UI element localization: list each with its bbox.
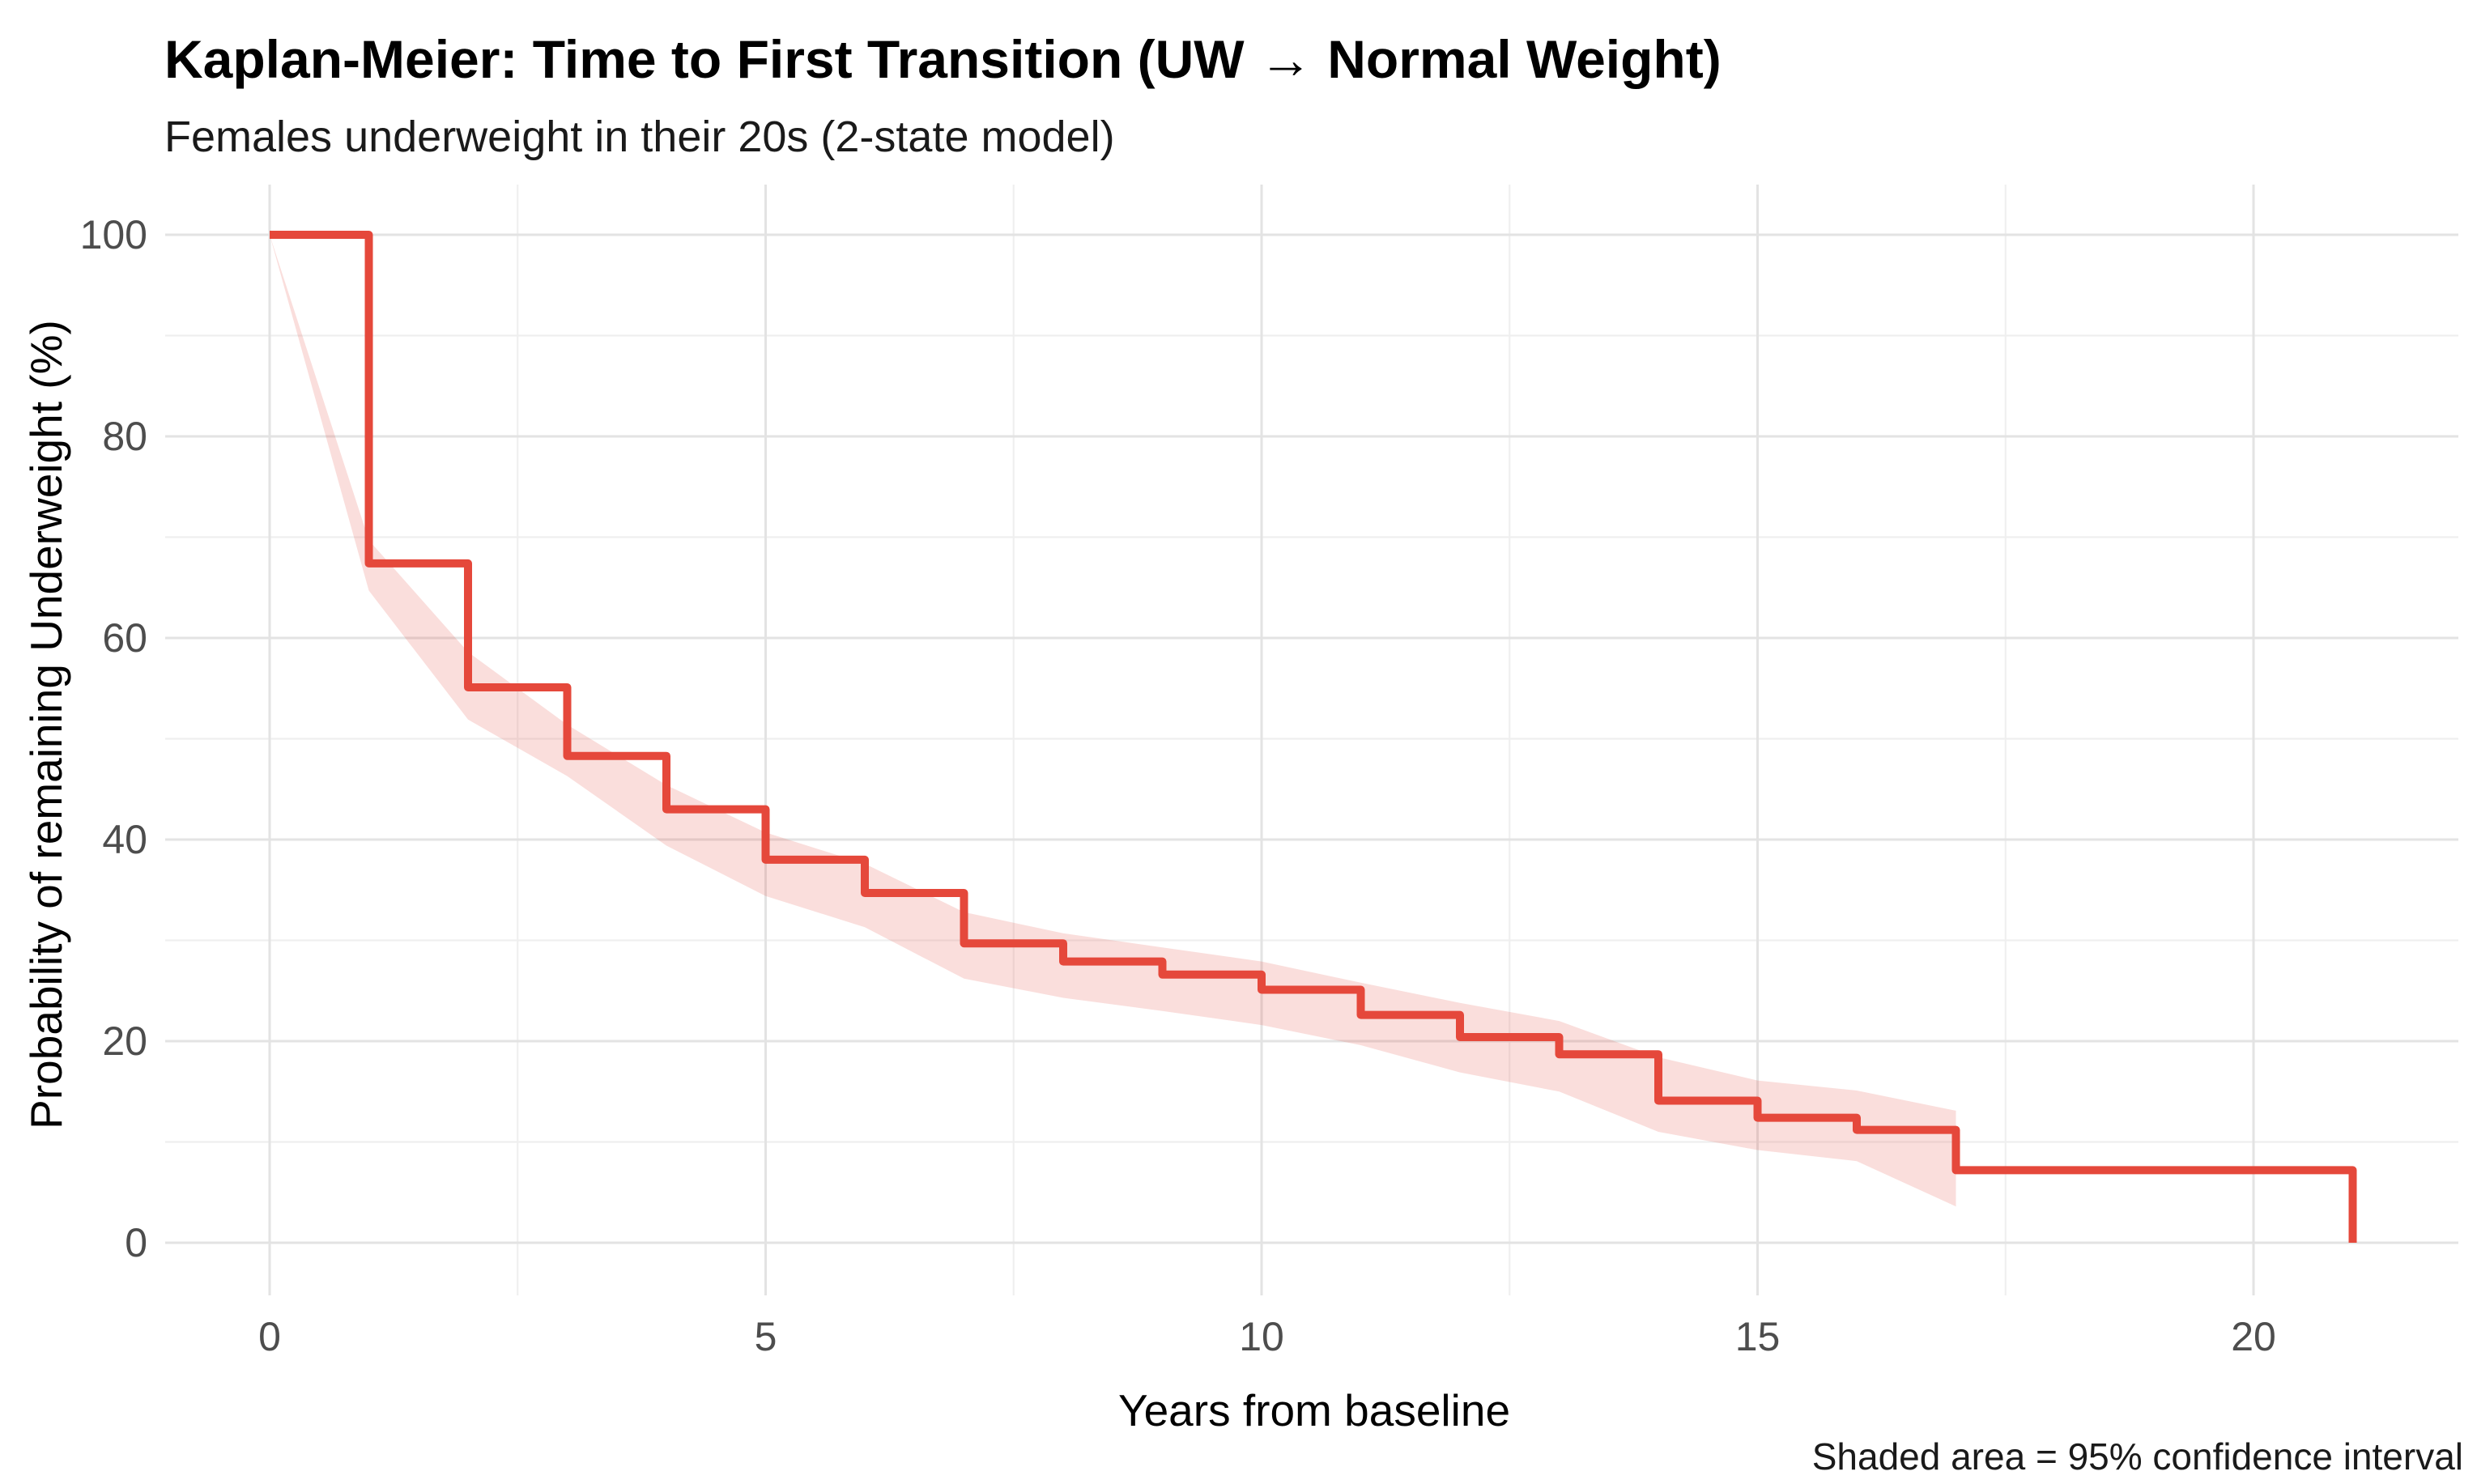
- chart-caption: Shaded area = 95% confidence interval: [1811, 1435, 2463, 1478]
- km-step-line-group: [270, 231, 2357, 1243]
- gridlines-major: [165, 185, 2458, 1295]
- y-tick-label: 40: [102, 817, 147, 862]
- x-axis-tick-labels: 0 5 10 15 20: [258, 1314, 2276, 1359]
- gridlines-minor: [165, 185, 2458, 1295]
- km-step-line: [270, 231, 2357, 1243]
- x-tick-label: 20: [2231, 1314, 2276, 1359]
- x-tick-label: 10: [1239, 1314, 1284, 1359]
- chart-subtitle: Females underweight in their 20s (2-stat…: [164, 113, 1115, 161]
- y-tick-label: 0: [125, 1220, 147, 1265]
- y-axis-title: Probability of remaining Underweight (%): [21, 320, 71, 1129]
- x-tick-label: 15: [1735, 1314, 1781, 1359]
- x-tick-label: 0: [258, 1314, 281, 1359]
- y-tick-label: 80: [102, 414, 147, 459]
- y-tick-label: 100: [80, 212, 147, 257]
- x-tick-label: 5: [755, 1314, 777, 1359]
- y-tick-label: 20: [102, 1018, 147, 1064]
- x-axis-title: Years from baseline: [1117, 1385, 1511, 1435]
- chart-title: Kaplan-Meier: Time to First Transition (…: [164, 29, 1722, 89]
- y-tick-label: 60: [102, 615, 147, 661]
- y-axis-tick-labels: 0 20 40 60 80 100: [80, 212, 147, 1265]
- confidence-band-group: [270, 235, 1956, 1207]
- confidence-band: [270, 235, 1956, 1207]
